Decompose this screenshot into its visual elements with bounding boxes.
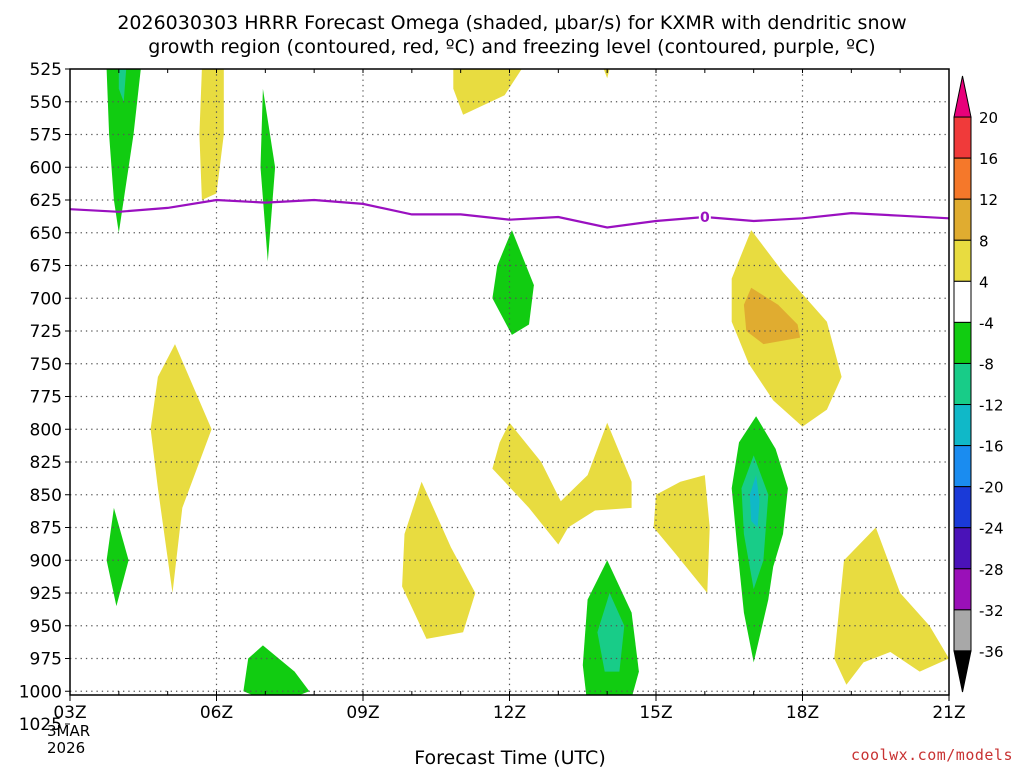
omega-region-13: [653, 475, 710, 593]
terrain-fill: [70, 727, 949, 731]
omega-region-11: [492, 422, 632, 545]
colorbar-swatch-13: [953, 609, 972, 652]
y-tick-label-600: 600: [30, 158, 62, 178]
y-axis: 525 550 575 600 625 650 675 700 725 750 775 800 825 8…: [19, 60, 70, 735]
y-tick-label-875: 875: [30, 519, 62, 539]
colorbar-swatch-11: [953, 527, 972, 570]
omega-region-10: [106, 507, 129, 607]
y-tick-label-575: 575: [30, 126, 62, 146]
chart-title-line1: 2026030303 HRRR Forecast Omega (shaded, …: [117, 12, 906, 34]
grid-lines: [70, 69, 949, 695]
colorbar-swatch-1: [953, 116, 972, 159]
y-tick-label-900: 900: [30, 551, 62, 571]
y-tick-label-1025: 1025: [19, 715, 62, 735]
omega-region-17: [834, 527, 949, 685]
colorbar-label--32: -32: [979, 602, 1004, 620]
colorbar-swatch-8: [953, 404, 972, 447]
colorbar-label--12: -12: [979, 397, 1004, 415]
y-tick-label-525: 525: [30, 60, 62, 80]
colorbar-label--36: -36: [979, 643, 1004, 661]
chart-title-line2: growth region (contoured, red, ºC) and f…: [148, 36, 875, 58]
y-tick-label-850: 850: [30, 486, 62, 506]
x-tick-label-18Z: 18Z: [786, 703, 819, 723]
x-tick-label-15Z: 15Z: [639, 703, 672, 723]
omega-shading: [106, 69, 949, 695]
colorbar-swatch-9: [953, 445, 972, 488]
colorbar-label-16: 16: [979, 150, 998, 168]
y-tick-label-700: 700: [30, 289, 62, 309]
y-tick-label-825: 825: [30, 453, 62, 473]
omega-region-5: [603, 69, 610, 79]
omega-region-4: [453, 69, 522, 115]
omega-region-6: [492, 230, 534, 335]
colorbar-swatch-bottom: [953, 650, 972, 693]
colorbar-swatch-10: [953, 486, 972, 529]
colorbar-label-4: 4: [979, 273, 989, 291]
y-tick-label-975: 975: [30, 650, 62, 670]
x-axis-title: Forecast Time (UTC): [414, 747, 605, 768]
omega-region-16: [749, 475, 760, 528]
colorbar-label--8: -8: [979, 355, 994, 373]
date-label-year: 2026: [47, 739, 85, 757]
colorbar-swatch-2: [953, 157, 972, 200]
x-tick-label-21Z: 21Z: [932, 703, 965, 723]
omega-region-9: [150, 344, 212, 593]
y-tick-label-925: 925: [30, 584, 62, 604]
colorbar-swatch-4: [953, 239, 972, 282]
x-tick-label-12Z: 12Z: [493, 703, 526, 723]
freezing-level-label-bg: [698, 209, 711, 226]
x-tick-label-06Z: 06Z: [200, 703, 233, 723]
date-label-month: 3MAR: [47, 722, 90, 740]
colorbar: 20 16 12 8 4 -4 -8 -12 -16 -20 -24 -28 -32 -36: [953, 75, 1004, 693]
freezing-level-layer: 0: [69, 198, 950, 229]
watermark-text: coolwx.com/models: [851, 746, 1013, 764]
colorbar-label-12: 12: [979, 191, 998, 209]
x-axis: 03Z 06Z 09Z 12Z 15Z 18Z 21Z: [53, 69, 966, 723]
freezing-level-label: 0: [700, 210, 710, 226]
colorbar-swatch-top: [953, 75, 972, 118]
colorbar-label--20: -20: [979, 479, 1004, 497]
y-tick-label-1000: 1000: [19, 682, 62, 702]
y-tick-label-750: 750: [30, 355, 62, 375]
colorbar-swatch-6: [953, 321, 972, 364]
y-tick-label-675: 675: [30, 257, 62, 277]
x-tick-label-09Z: 09Z: [346, 703, 379, 723]
y-tick-label-725: 725: [30, 322, 62, 342]
colorbar-label--16: -16: [979, 438, 1004, 456]
omega-region-2: [199, 69, 224, 200]
omega-region-20: [243, 645, 310, 695]
colorbar-swatch-3: [953, 198, 972, 241]
y-tick-label-550: 550: [30, 93, 62, 113]
y-tick-label-650: 650: [30, 224, 62, 244]
omega-region-19: [597, 593, 625, 672]
omega-region-8: [743, 287, 801, 345]
colorbar-label-8: 8: [979, 232, 989, 250]
colorbar-swatch-5: [953, 280, 972, 323]
freezing-level-line: [69, 198, 950, 229]
x-tick-label-03Z: 03Z: [53, 703, 86, 723]
y-tick-label-950: 950: [30, 617, 62, 637]
colorbar-label--4: -4: [979, 314, 994, 332]
colorbar-swatch-7: [953, 362, 972, 406]
y-tick-label-625: 625: [30, 191, 62, 211]
colorbar-label-20: 20: [979, 109, 998, 127]
omega-region-12: [402, 481, 476, 639]
terrain-layer: [70, 727, 949, 731]
omega-region-3: [260, 88, 276, 262]
colorbar-label--24: -24: [979, 520, 1004, 538]
y-tick-label-800: 800: [30, 420, 62, 440]
y-tick-label-775: 775: [30, 388, 62, 408]
omega-region-1: [118, 69, 127, 102]
colorbar-swatch-12: [953, 568, 972, 611]
colorbar-label--28: -28: [979, 561, 1004, 579]
omega-region-0: [106, 69, 141, 233]
